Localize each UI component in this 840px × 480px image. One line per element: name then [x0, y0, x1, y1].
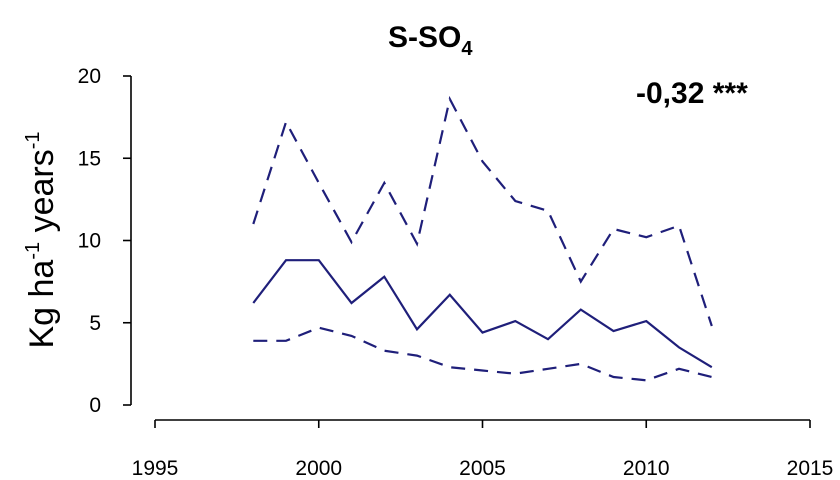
chart-title-subscript: 4: [461, 38, 473, 60]
y-tick-label: 10: [78, 230, 101, 253]
x-tick-label: 2005: [459, 457, 506, 480]
y-axis: 0 5 10 15 20: [78, 65, 132, 417]
y-axis-label-mid: years: [23, 149, 61, 242]
y-axis-label: Kg ha-1 years-1: [22, 131, 61, 348]
x-tick-label: 1995: [132, 457, 179, 480]
y-tick-label: 0: [89, 394, 101, 417]
y-axis-label-sup1: -1: [22, 242, 44, 260]
x-axis: 1995 2000 2005 2010 2015: [132, 419, 834, 480]
y-axis-label-sup2: -1: [22, 131, 44, 149]
series-layer: [252, 95, 713, 382]
y-tick-label: 20: [78, 65, 101, 88]
trend-annotation: -0,32 ***: [636, 77, 748, 110]
lower-bound-line: [253, 326, 713, 382]
x-tick-label: 2015: [787, 457, 834, 480]
x-tick-label: 2000: [295, 457, 342, 480]
chart-title: S-SO4: [388, 21, 473, 60]
mean-line: [252, 259, 713, 369]
y-tick-label: 5: [89, 312, 101, 335]
upper-bound-line: [252, 95, 713, 327]
chart-title-main: S-SO: [388, 21, 461, 54]
y-tick-label: 15: [78, 147, 101, 170]
y-axis-label-main: Kg ha: [23, 260, 61, 349]
x-tick-label: 2010: [623, 457, 670, 480]
